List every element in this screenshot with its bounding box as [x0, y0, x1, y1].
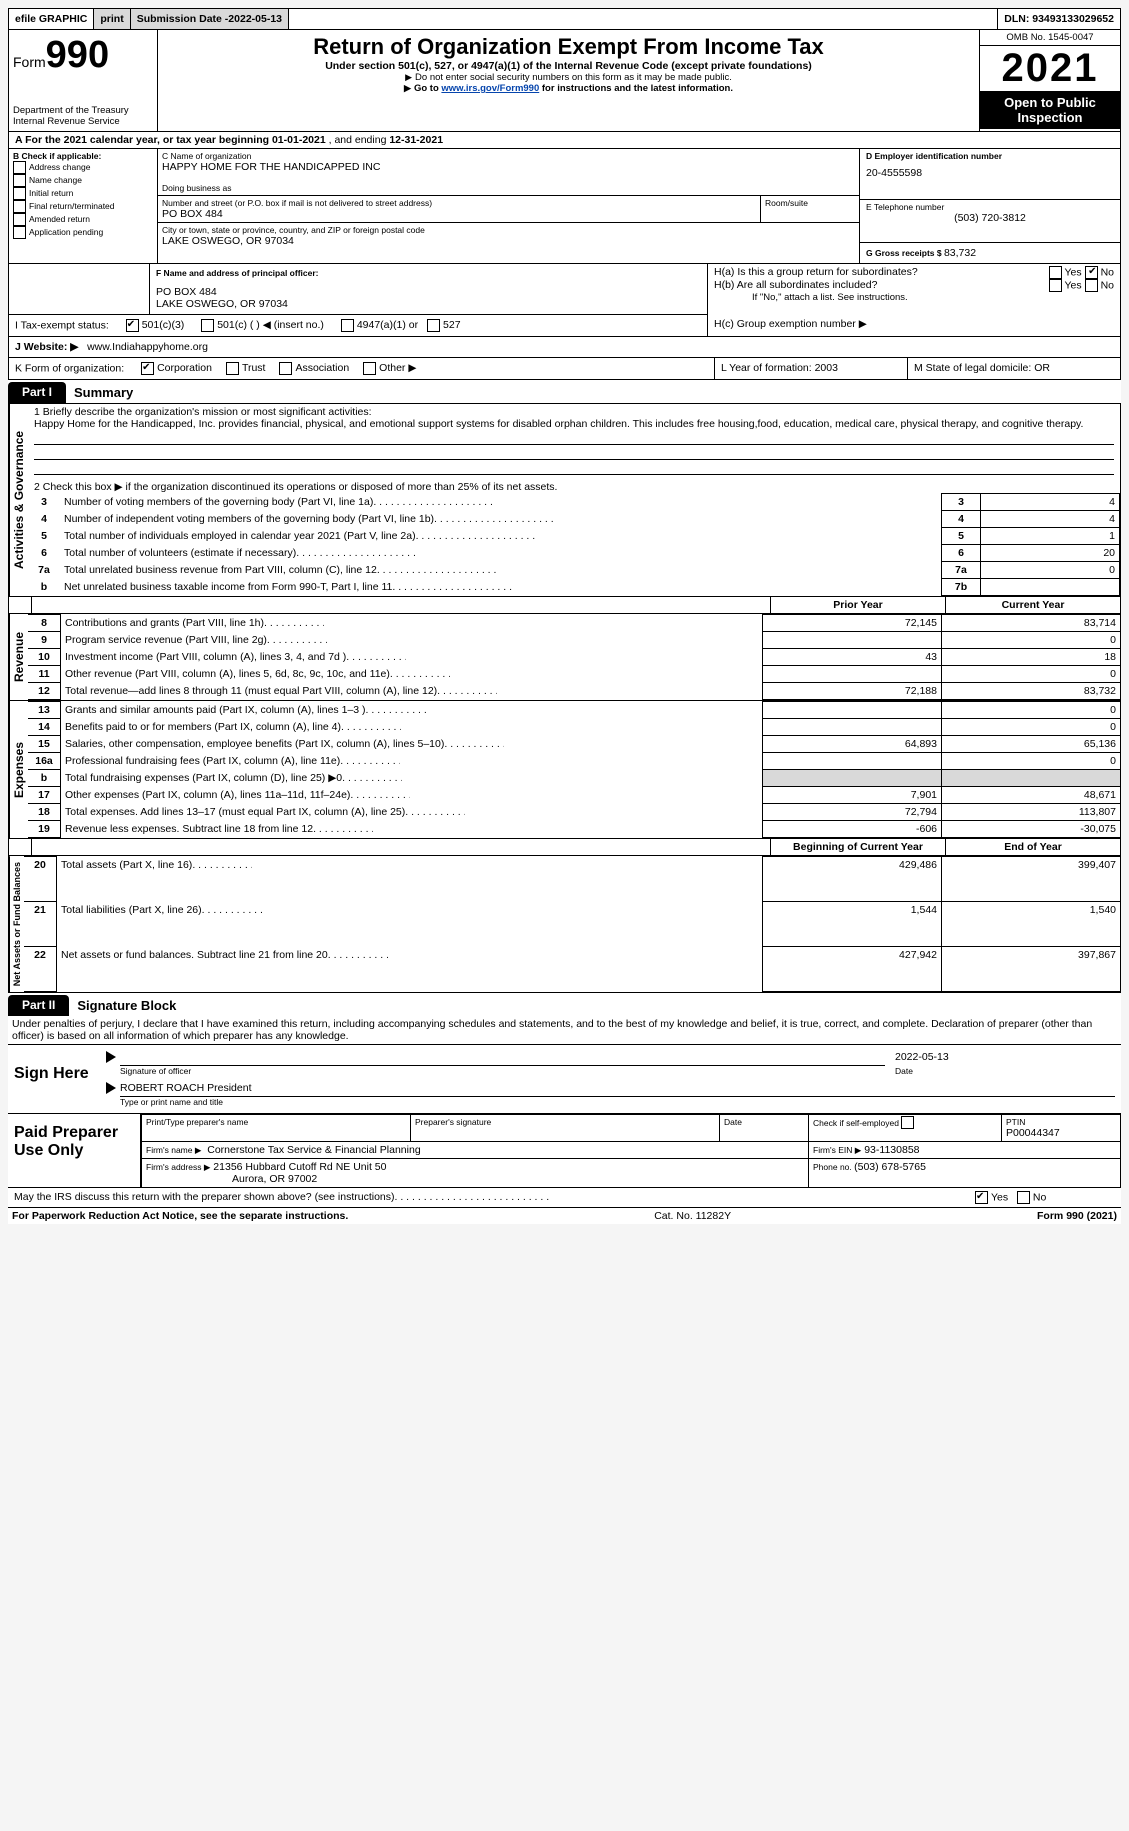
gross-label: G Gross receipts $	[866, 248, 944, 258]
ssn-note: Do not enter social security numbers on …	[166, 72, 971, 83]
col-end: End of Year	[946, 839, 1120, 855]
city: LAKE OSWEGO, OR 97034	[162, 235, 855, 247]
form-word: Form	[13, 54, 46, 70]
form-subtitle: Under section 501(c), 527, or 4947(a)(1)…	[166, 60, 971, 72]
expenses-table: 13 Grants and similar amounts paid (Part…	[28, 701, 1120, 838]
box-hc: H(c) Group exemption number ▶	[708, 314, 1120, 336]
col-prior: Prior Year	[771, 597, 946, 613]
checkbox-initial-return[interactable]: Initial return	[13, 187, 153, 200]
col-begin: Beginning of Current Year	[771, 839, 946, 855]
form-number: 990	[46, 34, 109, 76]
k-opt-3[interactable]: Other ▶	[363, 362, 416, 374]
checkbox-application-pending[interactable]: Application pending	[13, 226, 153, 239]
sig-arrow-icon	[106, 1082, 116, 1094]
top-toolbar: efile GRAPHIC print Submission Date - 20…	[8, 8, 1121, 30]
declaration: Under penalties of perjury, I declare th…	[8, 1016, 1121, 1045]
ein-value: 20-4555598	[866, 161, 1114, 179]
submission-date: Submission Date - 2022-05-13	[131, 9, 289, 29]
box-l: L Year of formation: 2003	[715, 358, 908, 379]
dba-label: Doing business as	[162, 183, 855, 193]
preparer-block: Paid Preparer Use Only Print/Type prepar…	[8, 1114, 1121, 1188]
gross-value: 83,732	[944, 247, 976, 259]
page-footer: For Paperwork Reduction Act Notice, see …	[8, 1208, 1121, 1224]
city-label: City or town, state or province, country…	[162, 225, 855, 235]
treasury-dept: Department of the Treasury	[13, 105, 153, 116]
dln: DLN: 93493133029652	[998, 9, 1120, 29]
part1-header: Part I Summary	[8, 382, 1121, 403]
checkbox-final-return-terminated[interactable]: Final return/terminated	[13, 200, 153, 213]
k-opt-1[interactable]: Trust	[226, 362, 266, 374]
vlabel-expenses: Expenses	[9, 701, 28, 838]
col-current: Current Year	[946, 597, 1120, 613]
phone-value: (503) 720-3812	[866, 212, 1114, 224]
checkbox-address-change[interactable]: Address change	[13, 161, 153, 174]
vlabel-revenue: Revenue	[9, 614, 28, 700]
room-label: Room/suite	[761, 196, 859, 222]
irs: Internal Revenue Service	[13, 116, 153, 127]
governance-table: 3 Number of voting members of the govern…	[28, 493, 1120, 596]
form-title: Return of Organization Exempt From Incom…	[166, 34, 971, 60]
vlabel-netassets: Net Assets or Fund Balances	[9, 856, 24, 992]
form-header: Form990 Department of the Treasury Inter…	[8, 30, 1121, 132]
k-opt-0[interactable]: Corporation	[141, 362, 212, 374]
phone-label: E Telephone number	[866, 202, 1114, 212]
org-name: HAPPY HOME FOR THE HANDICAPPED INC	[162, 161, 855, 173]
tax-year: 2021	[980, 46, 1120, 91]
discuss-row: May the IRS discuss this return with the…	[8, 1188, 1121, 1208]
box-m: M State of legal domicile: OR	[908, 358, 1120, 379]
box-h: H(a) Is this a group return for subordin…	[708, 264, 1120, 314]
ein-label: D Employer identification number	[866, 151, 1002, 161]
k-opt-2[interactable]: Association	[279, 362, 349, 374]
omb-number: OMB No. 1545-0047	[980, 30, 1120, 46]
checkbox-amended-return[interactable]: Amended return	[13, 213, 153, 226]
print-button[interactable]: print	[94, 9, 130, 29]
name-label: C Name of organization	[162, 151, 855, 161]
box-i: I Tax-exempt status: 501(c)(3) 501(c) ( …	[9, 314, 708, 336]
street-label: Number and street (or P.O. box if mail i…	[162, 198, 756, 208]
box-b: B Check if applicable: Address changeNam…	[9, 149, 158, 263]
box-f: F Name and address of principal officer:…	[150, 264, 708, 314]
q2: 2 Check this box ▶ if the organization d…	[28, 477, 1120, 493]
box-k: K Form of organization: CorporationTrust…	[9, 358, 715, 379]
revenue-table: 8 Contributions and grants (Part VIII, l…	[28, 614, 1120, 700]
toolbar-spacer	[289, 9, 998, 29]
line-a: A For the 2021 calendar year, or tax yea…	[8, 132, 1121, 149]
vlabel-governance: Activities & Governance	[9, 404, 28, 596]
irs-link[interactable]: www.irs.gov/Form990	[441, 83, 539, 94]
q1: 1 Briefly describe the organization's mi…	[28, 404, 1120, 477]
public-inspection: Open to Public Inspection	[980, 91, 1120, 129]
street: PO BOX 484	[162, 208, 756, 220]
sig-arrow-icon	[106, 1051, 116, 1063]
goto-note: Go to www.irs.gov/Form990 for instructio…	[166, 83, 971, 94]
efile-label: efile GRAPHIC	[9, 9, 94, 29]
netassets-table: 20 Total assets (Part X, line 16) 429,48…	[24, 856, 1120, 992]
box-j: J Website: ▶ www.Indiahappyhome.org	[9, 337, 1120, 357]
sign-here-block: Sign Here 2022-05-13 Signature of office…	[8, 1045, 1121, 1114]
part2-header: Part II Signature Block	[8, 995, 1121, 1016]
checkbox-name-change[interactable]: Name change	[13, 174, 153, 187]
